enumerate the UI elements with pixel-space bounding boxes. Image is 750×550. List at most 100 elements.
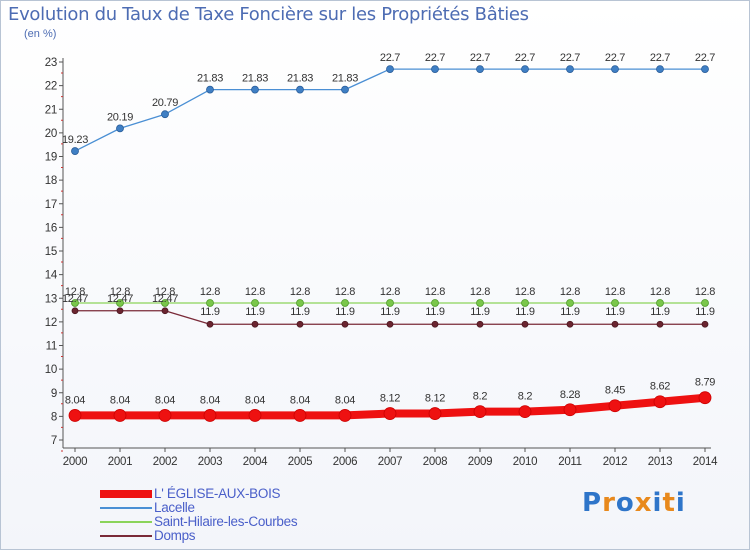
y-tick-label: 7: [51, 435, 57, 447]
y-tick-label: 16: [45, 222, 57, 234]
data-label-lacelle: 21.83: [287, 73, 313, 85]
x-tick-label: 2008: [423, 456, 447, 468]
data-label-domps: 12.47: [107, 293, 133, 305]
data-point-lacelle: [701, 65, 709, 73]
series-line-lacelle: [74, 68, 705, 152]
x-tick-label: 2003: [198, 456, 222, 468]
data-label-lacelle: 22.7: [470, 52, 490, 64]
proxiti-logo: Proxiti: [582, 488, 686, 518]
data-point-lacelle: [341, 85, 349, 94]
legend-label: L' ÉGLISE-AUX-BOIS: [154, 486, 281, 501]
data-label-l-glise-aux-bois: 8.04: [245, 394, 265, 406]
x-tick-label: 2009: [468, 456, 492, 468]
legend-item: L' ÉGLISE-AUX-BOIS: [100, 486, 400, 501]
data-point-lacelle: [656, 65, 664, 73]
data-point-saint-hilaire-les-courbes: [116, 299, 124, 307]
data-point-l-glise-aux-bois: [338, 409, 352, 422]
data-label-lacelle: 21.83: [197, 73, 223, 85]
unit-label: (en %): [24, 28, 57, 40]
data-label-l-glise-aux-bois: 8.79: [695, 377, 715, 389]
data-label-domps: 11.9: [650, 306, 670, 318]
data-point-lacelle: [386, 65, 394, 73]
data-point-lacelle: [566, 65, 574, 73]
data-point-domps: [296, 320, 304, 328]
data-point-saint-hilaire-les-courbes: [431, 299, 439, 307]
data-point-l-glise-aux-bois: [563, 403, 577, 417]
y-tick-label: 18: [45, 175, 57, 187]
data-label-domps: 11.9: [560, 306, 580, 318]
data-label-l-glise-aux-bois: 8.62: [650, 381, 670, 393]
logo-letter: i: [652, 488, 663, 518]
data-label-domps: 11.9: [605, 306, 625, 318]
data-point-domps: [161, 307, 169, 315]
y-tick-label: 11: [46, 341, 57, 353]
data-point-l-glise-aux-bois: [608, 399, 622, 413]
y-tick-label: 14: [45, 270, 58, 282]
data-point-l-glise-aux-bois: [518, 405, 532, 419]
x-tick-label: 2013: [648, 456, 672, 468]
data-label-domps: 12.47: [152, 293, 178, 305]
legend-item: Lacelle: [100, 500, 400, 515]
y-tick-label: 13: [45, 293, 57, 305]
data-label-l-glise-aux-bois: 8.04: [200, 394, 220, 406]
logo-letter: P: [582, 488, 603, 518]
x-tick-label: 2014: [693, 456, 718, 468]
data-label-saint-hilaire-les-courbes: 12.8: [155, 286, 175, 298]
data-point-domps: [251, 320, 259, 328]
data-point-lacelle: [296, 85, 304, 94]
data-point-l-glise-aux-bois: [383, 407, 397, 420]
legend-swatch: [100, 521, 152, 523]
data-point-domps: [611, 320, 619, 328]
x-tick-label: 2002: [153, 456, 177, 468]
y-tick-label: 23: [45, 57, 57, 69]
data-label-l-glise-aux-bois: 8.2: [518, 391, 533, 403]
x-tick-label: 2010: [513, 456, 537, 468]
data-point-domps: [701, 320, 709, 328]
data-label-domps: 12.47: [62, 293, 88, 305]
data-label-l-glise-aux-bois: 8.04: [110, 394, 130, 406]
data-label-l-glise-aux-bois: 8.2: [473, 391, 488, 403]
data-point-lacelle: [431, 65, 439, 73]
y-tick-label: 8: [51, 411, 57, 423]
y-tick-label: 21: [45, 104, 57, 116]
y-tick-label: 9: [51, 388, 57, 400]
data-label-lacelle: 20.19: [107, 111, 133, 123]
data-point-saint-hilaire-les-courbes: [251, 299, 259, 307]
y-tick-label: 19: [45, 152, 57, 164]
data-label-lacelle: 22.7: [695, 52, 715, 64]
chart-title: Evolution du Taux de Taxe Foncière sur l…: [8, 4, 529, 25]
data-point-domps: [116, 307, 124, 315]
data-point-l-glise-aux-bois: [473, 405, 487, 419]
data-point-l-glise-aux-bois: [698, 391, 712, 405]
data-label-lacelle: 22.7: [605, 52, 625, 64]
data-point-lacelle: [71, 147, 79, 155]
data-point-saint-hilaire-les-courbes: [206, 299, 214, 307]
legend-label: Saint-Hilaire-les-Courbes: [154, 514, 298, 529]
logo-letter: t: [662, 488, 676, 518]
data-point-saint-hilaire-les-courbes: [476, 299, 484, 307]
data-label-lacelle: 22.7: [650, 52, 670, 64]
data-label-saint-hilaire-les-courbes: 12.8: [470, 286, 490, 298]
data-point-l-glise-aux-bois: [428, 407, 442, 420]
data-label-lacelle: 22.7: [560, 52, 580, 64]
data-point-saint-hilaire-les-courbes: [566, 299, 574, 307]
data-label-domps: 11.9: [470, 306, 490, 318]
data-label-saint-hilaire-les-courbes: 12.8: [515, 286, 535, 298]
data-label-l-glise-aux-bois: 8.28: [560, 389, 580, 401]
logo-letter: o: [615, 488, 635, 518]
data-point-lacelle: [521, 65, 529, 73]
legend-swatch: [100, 507, 152, 509]
data-label-l-glise-aux-bois: 8.04: [65, 394, 85, 406]
data-label-domps: 11.9: [515, 306, 535, 318]
data-point-lacelle: [476, 65, 484, 73]
data-point-lacelle: [611, 65, 619, 73]
data-label-saint-hilaire-les-courbes: 12.8: [110, 286, 130, 298]
x-tick-label: 2000: [63, 456, 87, 468]
data-point-l-glise-aux-bois: [653, 395, 667, 409]
x-tick-label: 2011: [558, 456, 582, 468]
data-point-l-glise-aux-bois: [68, 409, 82, 422]
data-point-l-glise-aux-bois: [158, 409, 172, 422]
data-point-saint-hilaire-les-courbes: [701, 299, 709, 307]
y-tick-label: 10: [45, 364, 57, 376]
